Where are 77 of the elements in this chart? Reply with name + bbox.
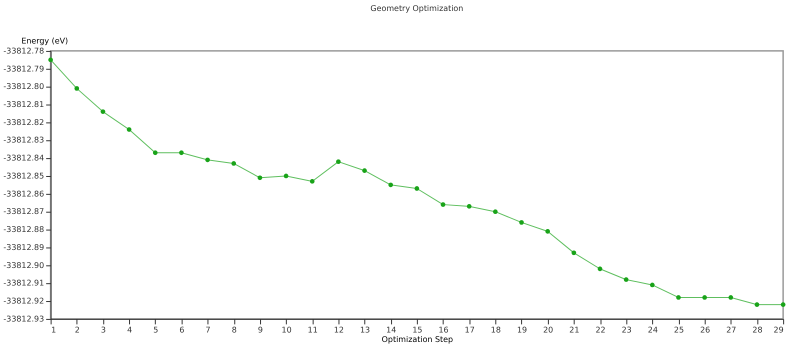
x-tick-label: 23 bbox=[622, 325, 632, 334]
point bbox=[676, 295, 681, 300]
x-tick-label: 25 bbox=[674, 325, 684, 334]
point bbox=[780, 302, 786, 307]
x-tick-label: 9 bbox=[258, 325, 263, 334]
point bbox=[362, 168, 367, 173]
x-tick-label: 15 bbox=[412, 325, 422, 334]
y-tick-label: -33812.90 bbox=[3, 260, 44, 270]
x-tick-label: 12 bbox=[334, 325, 344, 334]
y-tick-label: -33812.85 bbox=[3, 171, 44, 180]
x-tick-label: 16 bbox=[438, 325, 449, 334]
y-tick-label: -33812.88 bbox=[3, 225, 44, 234]
y-tick-label: -33812.80 bbox=[3, 82, 44, 92]
x-tick-label: 17 bbox=[464, 325, 475, 334]
point bbox=[100, 109, 106, 114]
y-tick-label: -33812.84 bbox=[3, 154, 44, 163]
chart-title: Geometry Optimization bbox=[370, 4, 464, 14]
point bbox=[179, 150, 184, 156]
x-tick-label: 10 bbox=[282, 325, 292, 334]
point bbox=[388, 182, 394, 188]
point bbox=[545, 229, 550, 234]
y-tick-label: -33812.91 bbox=[3, 278, 44, 288]
point bbox=[598, 266, 602, 272]
point bbox=[74, 86, 80, 91]
y-tick-label: -33812.86 bbox=[3, 189, 44, 198]
point bbox=[754, 302, 760, 307]
y-tick-label: -33812.93 bbox=[3, 314, 44, 324]
point bbox=[310, 179, 315, 184]
point bbox=[336, 159, 341, 164]
point bbox=[466, 204, 472, 209]
x-tick-label: 2 bbox=[74, 325, 80, 334]
point bbox=[650, 282, 655, 288]
x-tick-label: 24 bbox=[648, 325, 658, 334]
point bbox=[258, 175, 262, 180]
x-tick-label: 26 bbox=[700, 325, 710, 334]
point bbox=[702, 295, 707, 300]
x-tick-label: 3 bbox=[100, 325, 106, 334]
y-tick-label: -33812.92 bbox=[3, 296, 44, 306]
x-tick-label: 5 bbox=[153, 325, 158, 334]
x-tick-label: 8 bbox=[232, 325, 237, 334]
y-tick-label: -33812.83 bbox=[3, 136, 44, 145]
x-tick-label: 21 bbox=[569, 325, 580, 334]
y-tick-label: -33812.81 bbox=[3, 100, 44, 109]
point bbox=[48, 58, 53, 62]
point bbox=[284, 174, 288, 178]
y-tick-label: -33812.78 bbox=[3, 46, 44, 56]
x-tick-label: 22 bbox=[595, 325, 606, 334]
y-tick-label: -33812.82 bbox=[3, 118, 44, 127]
point bbox=[728, 295, 734, 300]
point bbox=[231, 161, 236, 166]
x-tick-label: 7 bbox=[206, 325, 211, 334]
x-tick-label: 6 bbox=[179, 325, 184, 334]
x-tick-label: 1 bbox=[51, 325, 56, 334]
x-tick-label: 19 bbox=[516, 325, 528, 334]
point bbox=[126, 127, 132, 132]
point bbox=[152, 150, 158, 156]
x-tick-label: 4 bbox=[127, 325, 132, 334]
x-tick-label: 14 bbox=[386, 325, 396, 334]
point bbox=[440, 202, 446, 207]
y-tick-label: -33812.89 bbox=[3, 242, 44, 252]
point bbox=[572, 250, 576, 256]
y-axis-title: Energy (eV) bbox=[21, 36, 68, 46]
point bbox=[414, 186, 420, 191]
y-tick-label: -33812.79 bbox=[3, 64, 44, 74]
x-tick-label: 27 bbox=[726, 325, 736, 334]
x-tick-label: 29 bbox=[774, 325, 784, 334]
x-tick-label: 20 bbox=[543, 325, 554, 334]
point bbox=[519, 220, 524, 225]
y-tick-label: -33812.87 bbox=[3, 207, 44, 216]
point bbox=[205, 158, 210, 162]
x-tick-label: 18 bbox=[490, 325, 501, 334]
point bbox=[493, 209, 498, 214]
x-tick-label: 28 bbox=[752, 325, 763, 334]
x-tick-label: 11 bbox=[308, 325, 318, 334]
point bbox=[624, 277, 628, 282]
x-tick-label: 13 bbox=[360, 325, 370, 334]
x-axis-title: Optimization Step bbox=[382, 335, 454, 344]
